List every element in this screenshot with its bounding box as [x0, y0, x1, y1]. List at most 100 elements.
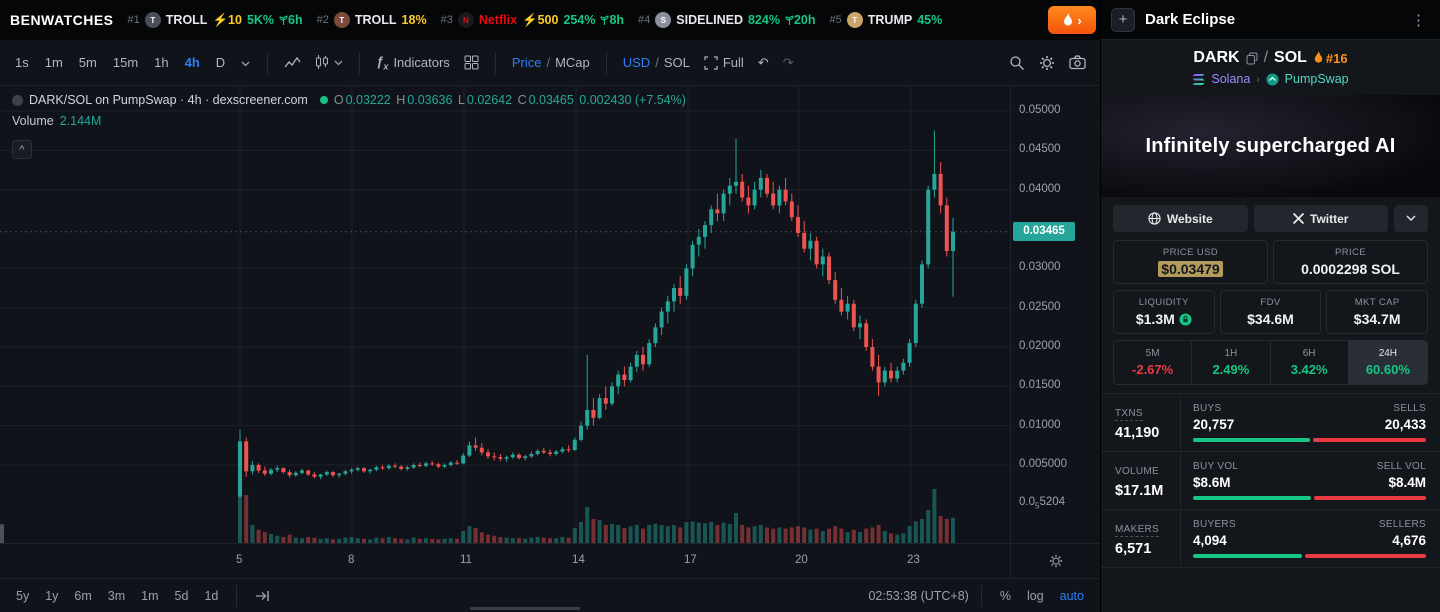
rank-label: #5 [829, 14, 842, 26]
trending-item-2[interactable]: #2 T TROLL 18% [317, 12, 427, 28]
range-5y[interactable]: 5y [16, 588, 30, 603]
candle-body [727, 185, 732, 194]
time-tick: 5 [236, 554, 243, 566]
log-scale-button[interactable]: log [1026, 588, 1044, 603]
volume-bar [665, 526, 670, 543]
axis-settings[interactable] [1010, 544, 1100, 578]
indicators-button[interactable]: ƒx Indicators [376, 53, 450, 72]
tf-1d[interactable]: D [215, 55, 226, 70]
tab-24h[interactable]: 24H 60.60% [1348, 341, 1427, 384]
redo-button[interactable]: ↷ [777, 51, 800, 75]
candle-body [951, 231, 955, 252]
range-1d[interactable]: 1d [204, 588, 219, 603]
candle-body [882, 370, 887, 383]
price-usd-cell[interactable]: PRICE USD $0.03479 [1113, 240, 1268, 284]
rank-label: #4 [638, 14, 651, 26]
candle-body [851, 303, 856, 328]
sprout-icon: 8h [600, 13, 624, 27]
grid-icon [464, 55, 479, 70]
range-1m[interactable]: 1m [141, 588, 159, 603]
volume-bar [585, 507, 590, 543]
tf-1s[interactable]: 1s [15, 55, 29, 70]
rank-label: #1 [127, 14, 140, 26]
kebab-menu-icon[interactable]: ⋮ [1411, 11, 1426, 29]
volume-bar [628, 526, 633, 543]
range-1y[interactable]: 1y [45, 588, 59, 603]
copy-icon[interactable] [1246, 52, 1258, 65]
website-button[interactable]: Website [1113, 205, 1248, 232]
zoom-button[interactable] [1003, 51, 1031, 75]
volume-bar [944, 519, 949, 543]
fullscreen-button[interactable]: Full [698, 51, 750, 74]
volume-bar [541, 537, 546, 543]
trending-item-1[interactable]: #1 T TROLL ⚡10 5K% 6h [128, 12, 303, 28]
trending-item-5[interactable]: #5 T TRUMP 45% [829, 12, 942, 28]
brand-logo: BENWATCHES [10, 12, 114, 28]
go-to-date-button[interactable] [249, 586, 276, 606]
volume-bar [926, 510, 931, 543]
line-chart-type-button[interactable] [278, 52, 307, 74]
chart-settings-button[interactable] [1033, 51, 1061, 75]
percent-scale-button[interactable]: % [999, 588, 1011, 603]
volume-bar [343, 537, 348, 543]
tab-1h[interactable]: 1H 2.49% [1192, 341, 1271, 384]
price-mcap-toggle[interactable]: Price / MCap [511, 55, 590, 70]
tf-1h[interactable]: 1h [154, 55, 169, 70]
usd-sol-toggle[interactable]: USD / SOL [622, 55, 690, 70]
collapse-legend-button[interactable]: ^ [12, 140, 32, 159]
pair-separator: / [1263, 49, 1269, 66]
add-watchlist-button[interactable]: + [1111, 7, 1135, 32]
volume-bar [318, 538, 323, 543]
auto-scale-button[interactable]: auto [1059, 588, 1084, 603]
dex-name[interactable]: PumpSwap [1284, 72, 1349, 86]
legend-title: DARK/SOL on PumpSwap · 4h · dexscreener.… [29, 93, 308, 107]
candle-body [523, 456, 528, 458]
chain-name[interactable]: Solana [1211, 72, 1251, 86]
tf-5m[interactable]: 5m [78, 55, 97, 70]
price-native-cell[interactable]: PRICE 0.0002298 SOL [1273, 240, 1428, 284]
volume-bar [331, 539, 335, 543]
trending-item-4[interactable]: #4 S SIDELINED 824% 20h [638, 12, 816, 28]
horizontal-scrollbar[interactable] [470, 607, 580, 610]
trending-ticker: BENWATCHES #1 T TROLL ⚡10 5K% 6h #2 T TR… [0, 0, 1100, 40]
divider [236, 584, 238, 607]
price-tick: 0.04500 [1019, 143, 1061, 156]
volume-bar [572, 528, 577, 543]
price-axis[interactable]: 0.05000 0.04500 0.04000 0.03000 0.02500 0.020… [1010, 86, 1100, 543]
txns-row: TXNS 41,190 BUYS SELLS 20,757 20,433 [1101, 394, 1440, 452]
left-scrollbar[interactable] [0, 524, 4, 556]
clock[interactable]: 02:53:38 (UTC+8) [868, 588, 969, 603]
screenshot-button[interactable] [1063, 51, 1092, 74]
candle-body [802, 232, 807, 249]
candles-chart-type-button[interactable] [309, 51, 349, 74]
volume-bar [703, 523, 707, 543]
volume-bar [337, 538, 342, 543]
tf-1m[interactable]: 1m [44, 55, 63, 70]
undo-button[interactable]: ↶ [752, 51, 775, 75]
candles-icon [316, 55, 329, 69]
candle-body [591, 409, 596, 418]
buyers-value: 4,094 [1193, 533, 1227, 548]
tf-more-chevron-icon[interactable] [234, 51, 257, 74]
time-tick: 14 [572, 554, 585, 566]
more-links-button[interactable] [1394, 205, 1428, 232]
time-tick: 20 [795, 554, 808, 566]
layout-grid-button[interactable] [458, 51, 485, 74]
range-3m[interactable]: 3m [107, 588, 126, 603]
volume-bar [535, 537, 540, 543]
twitter-button[interactable]: Twitter [1253, 205, 1388, 232]
time-axis[interactable]: 5 8 11 14 17 20 23 [0, 543, 1100, 578]
range-5d[interactable]: 5d [174, 588, 189, 603]
tab-5m[interactable]: 5M -2.67% [1114, 341, 1193, 384]
tab-6h[interactable]: 6H 3.42% [1271, 341, 1349, 384]
trending-item-3[interactable]: #3 N Netflix ⚡500 254% 8h [441, 12, 624, 28]
volume-bar [876, 525, 881, 543]
range-6m[interactable]: 6m [74, 588, 92, 603]
tf-15m[interactable]: 15m [112, 55, 139, 70]
hot-pairs-button[interactable]: › [1048, 6, 1096, 34]
candle-body [349, 469, 354, 472]
chart-surface[interactable]: DARK/SOL on PumpSwap · 4h · dexscreener.… [0, 86, 1010, 556]
tf-4h[interactable]: 4h [184, 55, 200, 70]
candle-body [343, 471, 348, 474]
price-tick: 0.01500 [1019, 379, 1061, 392]
